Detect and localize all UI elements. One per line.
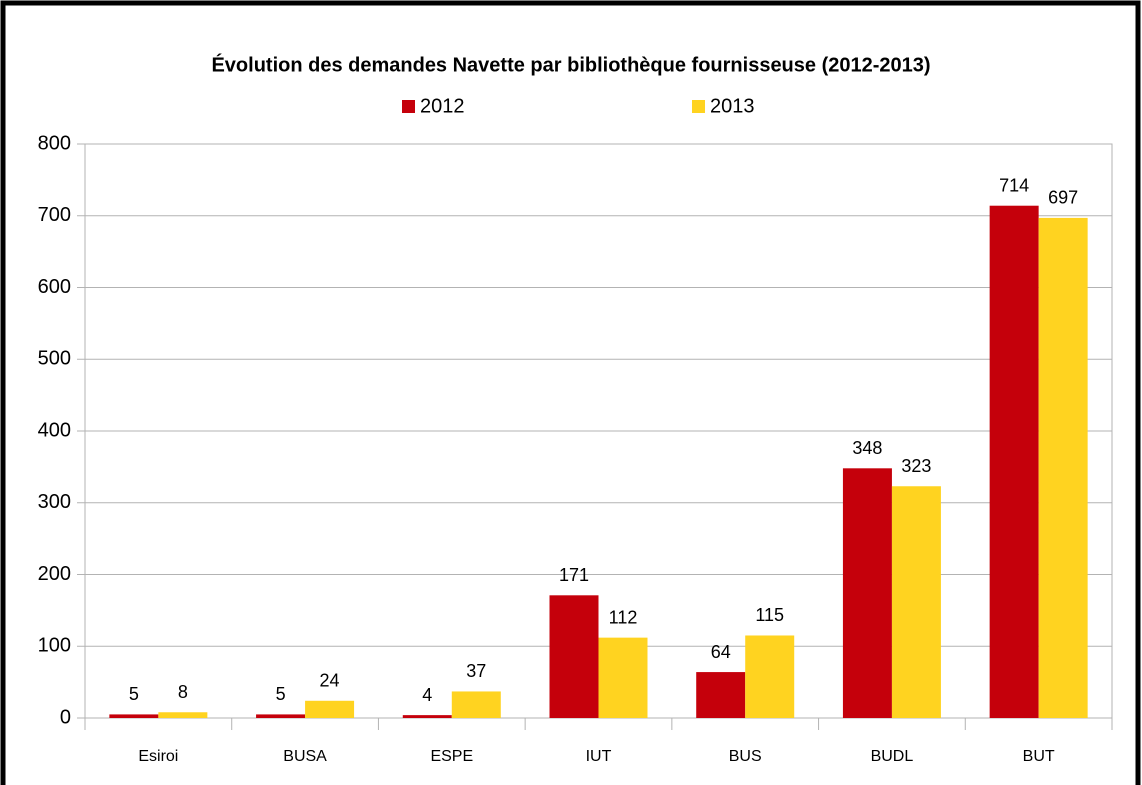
bar: [745, 635, 795, 718]
data-label: 115: [755, 605, 784, 625]
legend-swatch: [692, 100, 705, 113]
data-label: 8: [178, 682, 188, 702]
bar: [109, 714, 159, 718]
bar: [549, 595, 599, 718]
bar: [256, 714, 306, 718]
bar: [696, 672, 746, 718]
legend-swatch: [402, 100, 415, 113]
x-tick-label: BUDL: [871, 748, 914, 765]
y-tick-label: 0: [60, 706, 71, 728]
x-tick-label: BUT: [1023, 748, 1055, 765]
data-label: 5: [129, 684, 139, 704]
bar: [402, 715, 452, 718]
y-tick-label: 600: [38, 276, 71, 298]
x-tick-label: BUSA: [283, 748, 327, 765]
chart-title: Évolution des demandes Navette par bibli…: [211, 53, 930, 76]
y-tick-label: 700: [38, 204, 71, 226]
bar: [891, 486, 941, 718]
x-tick-label: BUS: [729, 748, 762, 765]
data-label: 24: [320, 671, 340, 691]
y-tick-label: 500: [38, 348, 71, 370]
bar: [989, 205, 1039, 718]
data-label: 64: [711, 642, 731, 662]
y-tick-label: 800: [38, 132, 71, 154]
legend-label: 2012: [420, 95, 465, 117]
x-tick-label: IUT: [586, 748, 612, 765]
bar: [842, 468, 892, 718]
y-tick-label: 400: [38, 419, 71, 441]
bar: [598, 637, 648, 718]
data-label: 348: [852, 438, 882, 458]
data-label: 37: [466, 661, 486, 681]
data-label: 697: [1048, 188, 1078, 208]
data-label: 323: [901, 456, 931, 476]
x-tick-label: Esiroi: [138, 748, 178, 765]
data-label: 112: [609, 607, 638, 627]
bar: [1038, 217, 1088, 718]
bar: [451, 691, 501, 718]
data-label: 4: [422, 685, 432, 705]
y-tick-label: 200: [38, 563, 71, 585]
bar: [158, 712, 208, 718]
data-label: 171: [559, 565, 589, 585]
data-label: 714: [999, 175, 1029, 195]
legend-label: 2013: [710, 95, 755, 117]
bar: [305, 700, 355, 718]
y-tick-label: 100: [38, 635, 71, 657]
y-tick-label: 300: [38, 491, 71, 513]
x-tick-label: ESPE: [430, 748, 473, 765]
data-label: 5: [276, 684, 286, 704]
